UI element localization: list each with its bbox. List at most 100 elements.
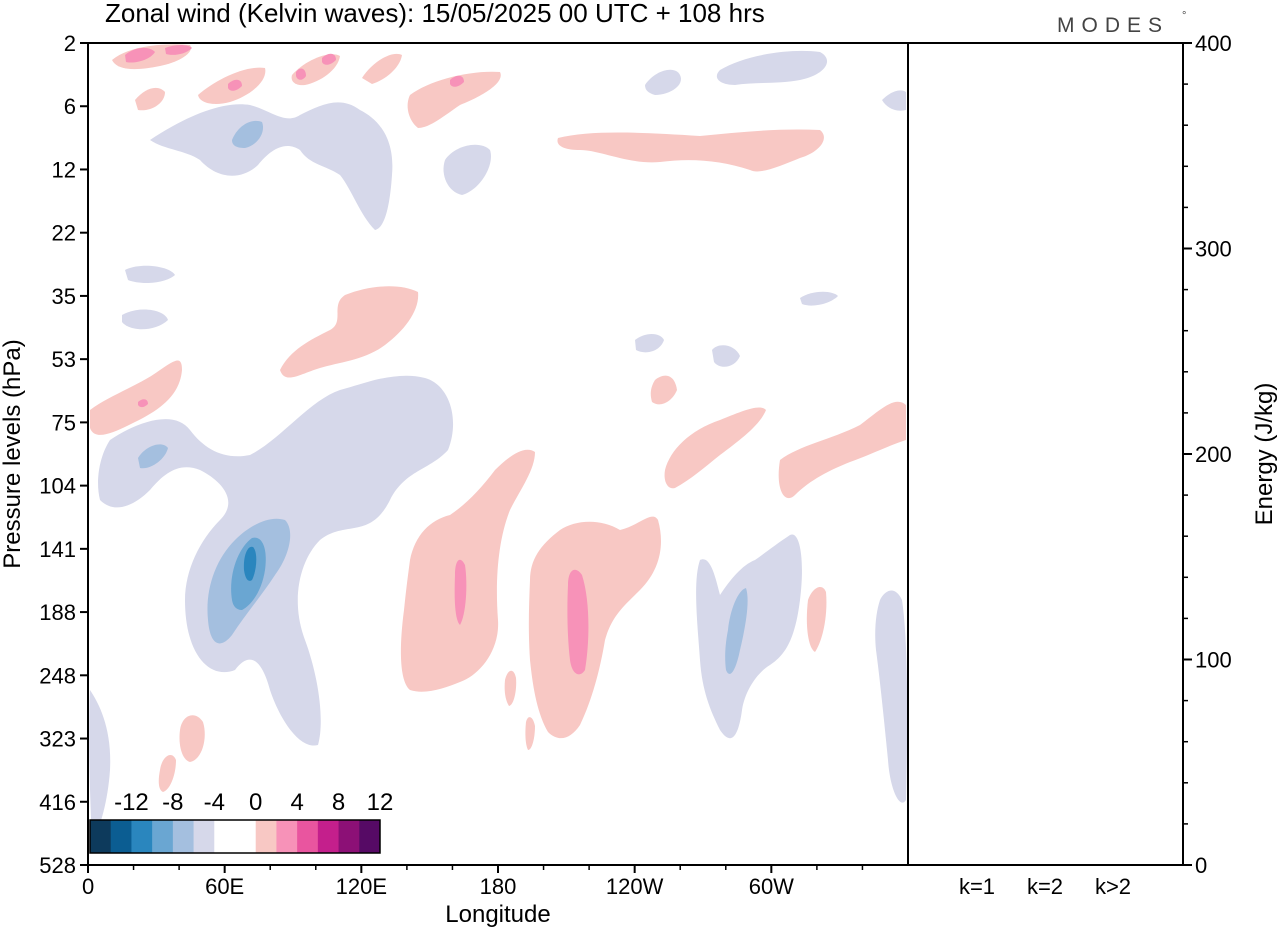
energy-y-tick-label: 200 xyxy=(1195,442,1232,467)
positive-core-150w xyxy=(567,569,589,675)
positive-region-bottom-blob-1 xyxy=(179,715,205,762)
energy-category-label: k=1 xyxy=(959,874,995,899)
x-tick-label: 120E xyxy=(336,874,387,899)
colorbar-label: 4 xyxy=(290,789,303,816)
y-tick-label: 75 xyxy=(52,410,76,435)
positive-core-top-left xyxy=(125,47,155,63)
negative-region-60hpa-center xyxy=(635,334,664,353)
positive-region-150w-column xyxy=(528,516,661,739)
positive-region-35hpa xyxy=(280,286,419,378)
colorbar-swatch xyxy=(214,820,236,853)
y-tick-label: 416 xyxy=(39,790,76,815)
energy-category-label: k=2 xyxy=(1027,874,1063,899)
positive-core-top-left-2 xyxy=(165,45,192,55)
y-axis-label: Pressure levels (hPa) xyxy=(0,339,26,568)
energy-y-tick-label: 0 xyxy=(1195,853,1207,878)
negative-region-top-far-right xyxy=(716,50,828,85)
colorbar-swatch xyxy=(172,820,195,853)
y-tick-label: 188 xyxy=(39,600,76,625)
negative-core-75hpa xyxy=(138,444,168,469)
negative-wind-cores xyxy=(138,120,748,674)
negative-core-right xyxy=(725,588,748,674)
chart-title: Zonal wind (Kelvin waves): 15/05/2025 00… xyxy=(105,0,765,28)
positive-region-bottom-blob-4 xyxy=(525,717,535,750)
negative-region-60hpa-right xyxy=(712,345,740,367)
colorbar: -12 -8 -4 0 4 8 12 xyxy=(89,789,393,854)
y-tick-label: 141 xyxy=(39,537,76,562)
negative-region-50hpa-left xyxy=(122,309,168,330)
y-tick-label: 323 xyxy=(39,727,76,752)
negative-region-35hpa-left xyxy=(125,265,175,283)
energy-panel: k=1 k=2 k>2 0 100 200 300 400 Energy (J/kg) xyxy=(907,31,1278,899)
colorbar-swatch xyxy=(235,820,257,853)
colorbar-swatch xyxy=(131,820,153,853)
positive-core-75hpa xyxy=(138,399,148,408)
y-tick-label: 248 xyxy=(39,663,76,688)
negative-region-35hpa-right xyxy=(800,291,838,306)
positive-region-180-column xyxy=(400,449,535,692)
energy-x-axis: k=1 k=2 k>2 xyxy=(959,874,1131,899)
y-tick-label: 104 xyxy=(39,474,76,499)
heatmap-y-axis: 2 6 12 22 35 53 75 104 141 188 248 323 416 528 xyxy=(39,31,88,878)
energy-y-tick-label: 300 xyxy=(1195,237,1232,262)
x-tick-label: 60E xyxy=(205,874,244,899)
positive-region-right-blob xyxy=(806,586,827,652)
x-tick-label: 120W xyxy=(606,874,664,899)
positive-core-6hpa xyxy=(228,79,242,91)
positive-region-blob-center xyxy=(650,375,677,405)
colorbar-swatch xyxy=(110,820,132,853)
colorbar-swatch xyxy=(276,820,298,853)
positive-region-70hpa-left xyxy=(90,360,182,435)
positive-core-180 xyxy=(454,559,467,625)
energy-axis-label: Energy (J/kg) xyxy=(1251,383,1278,526)
energy-y-tick-label: 400 xyxy=(1195,31,1232,56)
y-tick-label: 6 xyxy=(64,94,76,119)
y-tick-label: 528 xyxy=(39,853,76,878)
positive-core-4hpa-b xyxy=(322,53,336,65)
y-tick-label: 2 xyxy=(64,31,76,56)
colorbar-label: 8 xyxy=(332,789,345,816)
negative-region-top-right xyxy=(645,69,681,95)
negative-core-inner xyxy=(243,546,257,581)
energy-y-axis: 0 100 200 300 400 xyxy=(1183,31,1232,878)
energy-plot-area xyxy=(908,43,1183,865)
positive-region-6hpa-large xyxy=(407,71,501,128)
negative-core-upper xyxy=(232,120,264,148)
colorbar-swatch xyxy=(338,820,360,853)
heatmap-plot-area xyxy=(88,43,908,865)
negative-region-right-lower xyxy=(696,534,802,739)
colorbar-label: 0 xyxy=(249,789,262,816)
x-axis-label: Longitude xyxy=(445,901,550,928)
positive-region-bottom-blob-3 xyxy=(504,670,517,706)
colorbar-swatch xyxy=(152,820,174,853)
negative-region-upper-stratosphere xyxy=(150,102,393,230)
colorbar-label: -12 xyxy=(114,789,149,816)
y-tick-label: 22 xyxy=(52,221,76,246)
heatmap-x-axis: 0 60E 120E 180 120W 60W xyxy=(82,865,864,899)
brand-logo: MODES xyxy=(1057,14,1169,37)
negative-region-upper-center xyxy=(443,144,491,195)
negative-region-right-edge xyxy=(875,590,908,803)
positive-region-4hpa-right xyxy=(362,53,402,84)
positive-region-6hpa-left xyxy=(135,87,165,111)
positive-region-right-band xyxy=(778,401,906,499)
x-tick-label: 0 xyxy=(82,874,94,899)
positive-region-10hpa-strip xyxy=(557,129,824,172)
positive-region-bottom-blob-2 xyxy=(158,755,176,792)
brand-logo-mark: ° xyxy=(1182,10,1186,22)
y-tick-label: 53 xyxy=(52,347,76,372)
positive-wind-cores xyxy=(125,45,589,675)
positive-core-4hpa xyxy=(296,68,306,80)
positive-wind-regions xyxy=(90,44,906,792)
colorbar-frame xyxy=(89,819,381,854)
colorbar-label: -8 xyxy=(162,789,183,816)
colorbar-swatch xyxy=(90,820,112,853)
y-tick-label: 35 xyxy=(52,284,76,309)
positive-region-tilted-band xyxy=(664,407,766,489)
positive-core-6hpa-large xyxy=(450,75,464,87)
colorbar-swatch xyxy=(359,820,381,853)
negative-region-top-edge xyxy=(882,90,906,111)
y-tick-label: 12 xyxy=(52,157,76,182)
negative-region-bottom-left xyxy=(89,690,111,840)
